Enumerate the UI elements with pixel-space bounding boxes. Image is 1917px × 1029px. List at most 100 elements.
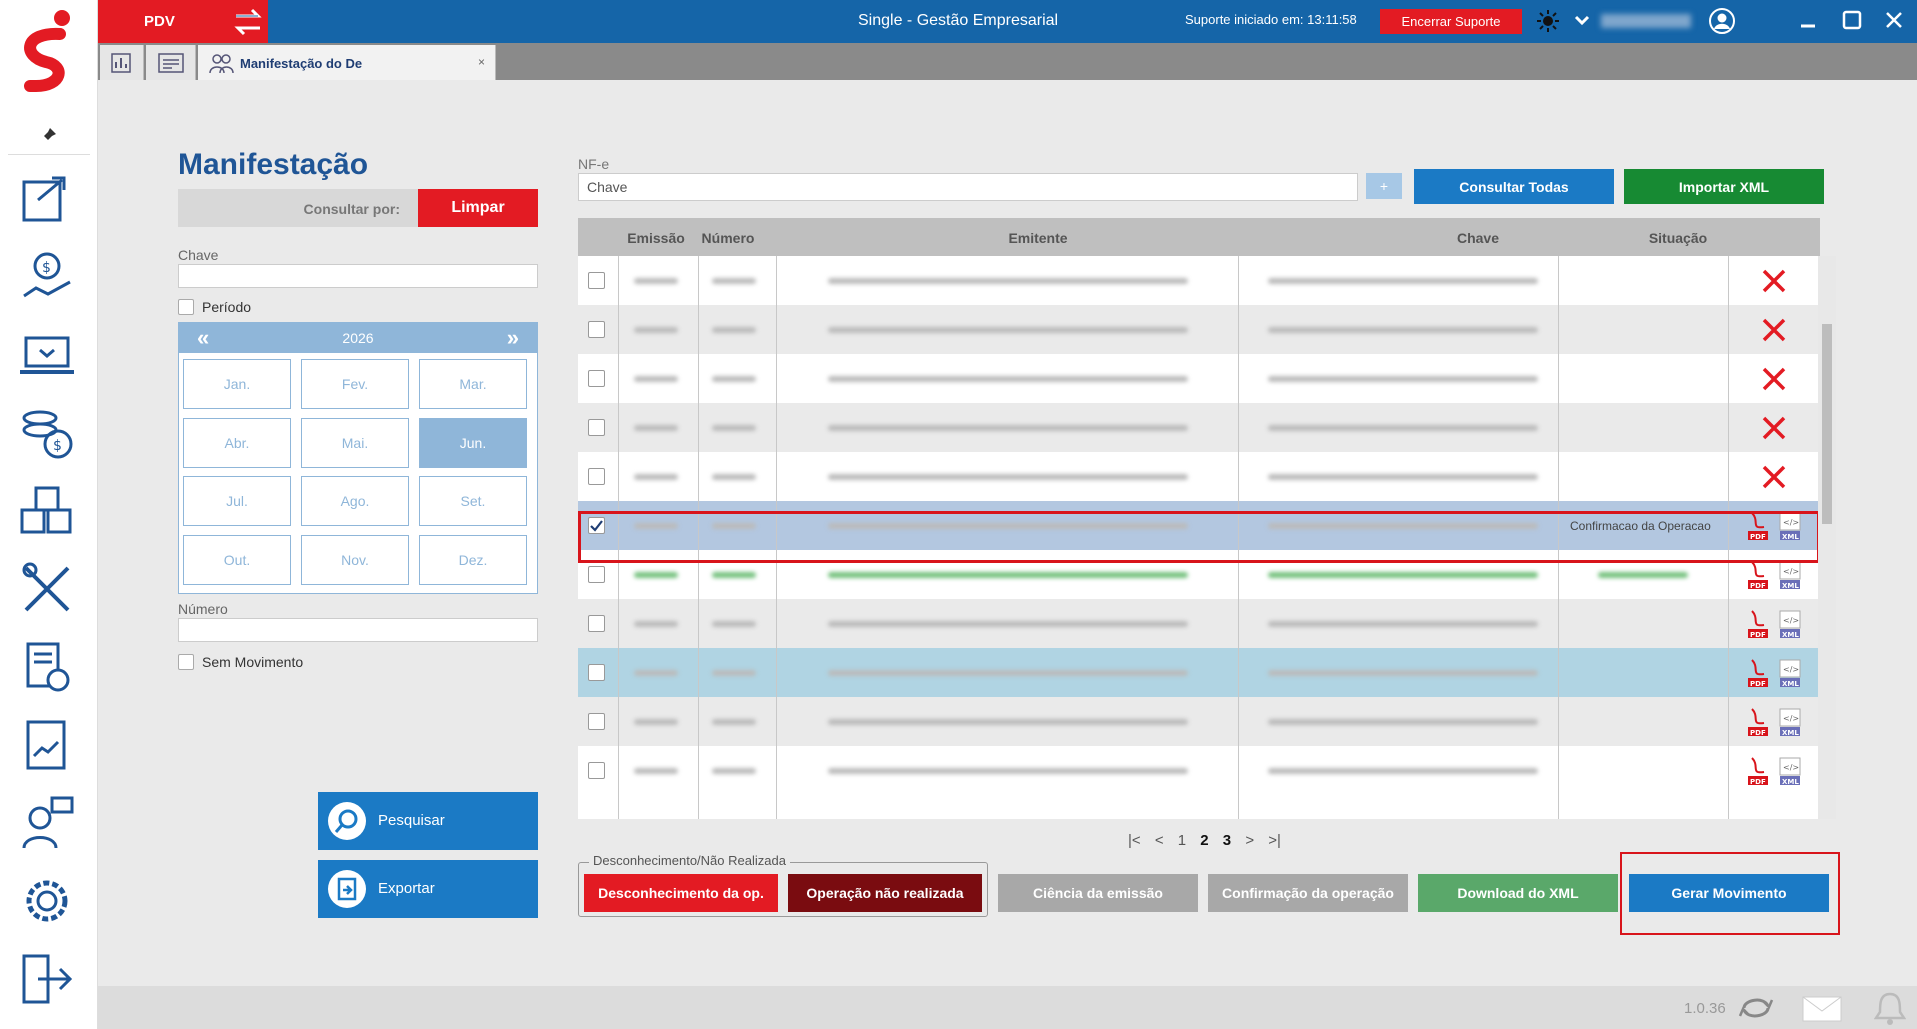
col-situacao[interactable]: Situação	[1648, 230, 1708, 246]
download-xml-button[interactable]: Download do XML	[1418, 874, 1618, 912]
theme-sun-icon[interactable]	[1536, 9, 1560, 33]
table-row[interactable]: PDF </> XML	[578, 697, 1820, 746]
calendar-next-icon[interactable]: »	[506, 325, 519, 350]
numero-input[interactable]	[178, 618, 538, 642]
pager-prev[interactable]: <	[1154, 832, 1164, 849]
pager-first[interactable]: |<	[1128, 832, 1141, 849]
minimize-icon[interactable]	[1798, 10, 1818, 30]
sem-movimento-checkbox[interactable]	[178, 654, 194, 670]
pager-next[interactable]: >	[1245, 832, 1255, 849]
month-2[interactable]: Fev.	[301, 359, 409, 409]
table-row[interactable]	[578, 256, 1820, 305]
ciencia-emissao-button[interactable]: Ciência da emissão	[998, 874, 1198, 912]
boxes-icon[interactable]	[18, 480, 76, 538]
add-chave-button[interactable]: +	[1366, 173, 1402, 199]
export-doc-icon[interactable]	[18, 168, 76, 226]
importar-xml-button[interactable]: Importar XML	[1624, 169, 1824, 204]
tools-icon[interactable]	[18, 560, 76, 618]
switch-arrows-icon[interactable]	[228, 2, 268, 42]
tab-manifestacao[interactable]: Manifestação do De ×	[198, 45, 496, 80]
month-7[interactable]: Jul.	[183, 476, 291, 526]
xml-icon[interactable]: </> XML	[1778, 756, 1802, 786]
month-3[interactable]: Mar.	[419, 359, 527, 409]
month-11[interactable]: Nov.	[301, 534, 409, 585]
confirmacao-operacao-button[interactable]: Confirmação da operação	[1208, 874, 1408, 912]
month-6[interactable]: Jun.	[419, 417, 527, 468]
operacao-nao-realizada-button[interactable]: Operação não realizada	[788, 874, 982, 912]
pager-page-3[interactable]: 3	[1222, 832, 1232, 849]
month-12[interactable]: Dez.	[419, 534, 527, 585]
row-checkbox[interactable]	[588, 566, 605, 583]
consultar-todas-button[interactable]: Consultar Todas	[1414, 169, 1614, 204]
limpar-button[interactable]: Limpar	[418, 189, 538, 227]
report-money-icon[interactable]	[18, 638, 76, 696]
row-checkbox[interactable]	[588, 272, 605, 289]
row-checkbox[interactable]	[588, 713, 605, 730]
table-row[interactable]: PDF </> XML	[578, 648, 1820, 697]
col-numero[interactable]: Número	[701, 230, 755, 246]
month-8[interactable]: Ago.	[301, 476, 409, 526]
single-logo-icon[interactable]	[14, 6, 80, 96]
close-icon[interactable]	[1884, 10, 1904, 30]
month-1[interactable]: Jan.	[183, 359, 291, 409]
month-9[interactable]: Set.	[419, 476, 527, 526]
pesquisar-button[interactable]: Pesquisar	[318, 792, 538, 850]
pdf-icon[interactable]: PDF	[1746, 756, 1770, 786]
row-checkbox[interactable]	[588, 517, 605, 534]
pdf-icon[interactable]: PDF	[1746, 609, 1770, 639]
xml-icon[interactable]: </> XML	[1778, 511, 1802, 541]
pdf-icon[interactable]: PDF	[1746, 658, 1770, 688]
pager-page-2[interactable]: 2	[1200, 832, 1209, 849]
row-checkbox[interactable]	[588, 762, 605, 779]
month-5[interactable]: Mai.	[301, 417, 409, 468]
delete-x-icon[interactable]	[1761, 415, 1787, 441]
row-checkbox[interactable]	[588, 419, 605, 436]
pdf-icon[interactable]: PDF	[1746, 511, 1770, 541]
chevron-down-icon[interactable]	[1574, 12, 1590, 28]
month-4[interactable]: Abr.	[183, 417, 291, 468]
pdf-icon[interactable]: PDF	[1746, 707, 1770, 737]
mail-icon[interactable]	[1802, 996, 1842, 1022]
coins-icon[interactable]: $	[18, 404, 76, 462]
row-checkbox[interactable]	[588, 370, 605, 387]
desconhecimento-button[interactable]: Desconhecimento da op.	[584, 874, 778, 912]
xml-icon[interactable]: </> XML	[1778, 609, 1802, 639]
row-checkbox[interactable]	[588, 615, 605, 632]
tab-close-icon[interactable]: ×	[478, 55, 486, 69]
bell-icon[interactable]	[1874, 990, 1906, 1026]
periodo-checkbox[interactable]	[178, 299, 194, 315]
table-row[interactable]: PDF </> XML	[578, 599, 1820, 648]
col-emissao[interactable]: Emissão	[627, 230, 685, 246]
table-row[interactable]	[578, 305, 1820, 354]
laptop-icon[interactable]	[18, 326, 76, 384]
settings-gear-icon[interactable]	[18, 872, 76, 930]
month-10[interactable]: Out.	[183, 534, 291, 585]
xml-icon[interactable]: </> XML	[1778, 658, 1802, 688]
table-row[interactable]	[578, 452, 1820, 501]
chave-input[interactable]	[178, 264, 538, 288]
user-avatar-icon[interactable]	[1708, 7, 1736, 35]
col-emitente[interactable]: Emitente	[1008, 230, 1068, 246]
support-agent-icon[interactable]	[18, 794, 76, 852]
finance-icon[interactable]: $	[18, 248, 76, 306]
table-row[interactable]: Confirmacao da Operacao PDF </> XML	[578, 501, 1820, 550]
xml-icon[interactable]: </> XML	[1778, 560, 1802, 590]
table-row[interactable]: PDF </> XML	[578, 550, 1820, 599]
pager-last[interactable]: >|	[1268, 832, 1281, 849]
delete-x-icon[interactable]	[1761, 366, 1787, 392]
gerar-movimento-button[interactable]: Gerar Movimento	[1629, 874, 1829, 912]
delete-x-icon[interactable]	[1761, 268, 1787, 294]
pager-page-1[interactable]: 1	[1177, 832, 1187, 849]
pin-icon[interactable]	[38, 126, 58, 146]
grid-scrollbar[interactable]	[1818, 256, 1836, 819]
calendar-prev-icon[interactable]: «	[197, 325, 210, 350]
table-row[interactable]: PDF </> XML	[578, 746, 1820, 795]
grid-scroll-thumb[interactable]	[1822, 324, 1832, 524]
row-checkbox[interactable]	[588, 664, 605, 681]
row-checkbox[interactable]	[588, 321, 605, 338]
end-support-button[interactable]: Encerrar Suporte	[1380, 9, 1522, 34]
tab-form[interactable]	[146, 45, 196, 80]
tab-dashboard[interactable]	[100, 45, 144, 80]
pdv-button[interactable]: PDV	[98, 0, 268, 43]
exportar-button[interactable]: Exportar	[318, 860, 538, 918]
